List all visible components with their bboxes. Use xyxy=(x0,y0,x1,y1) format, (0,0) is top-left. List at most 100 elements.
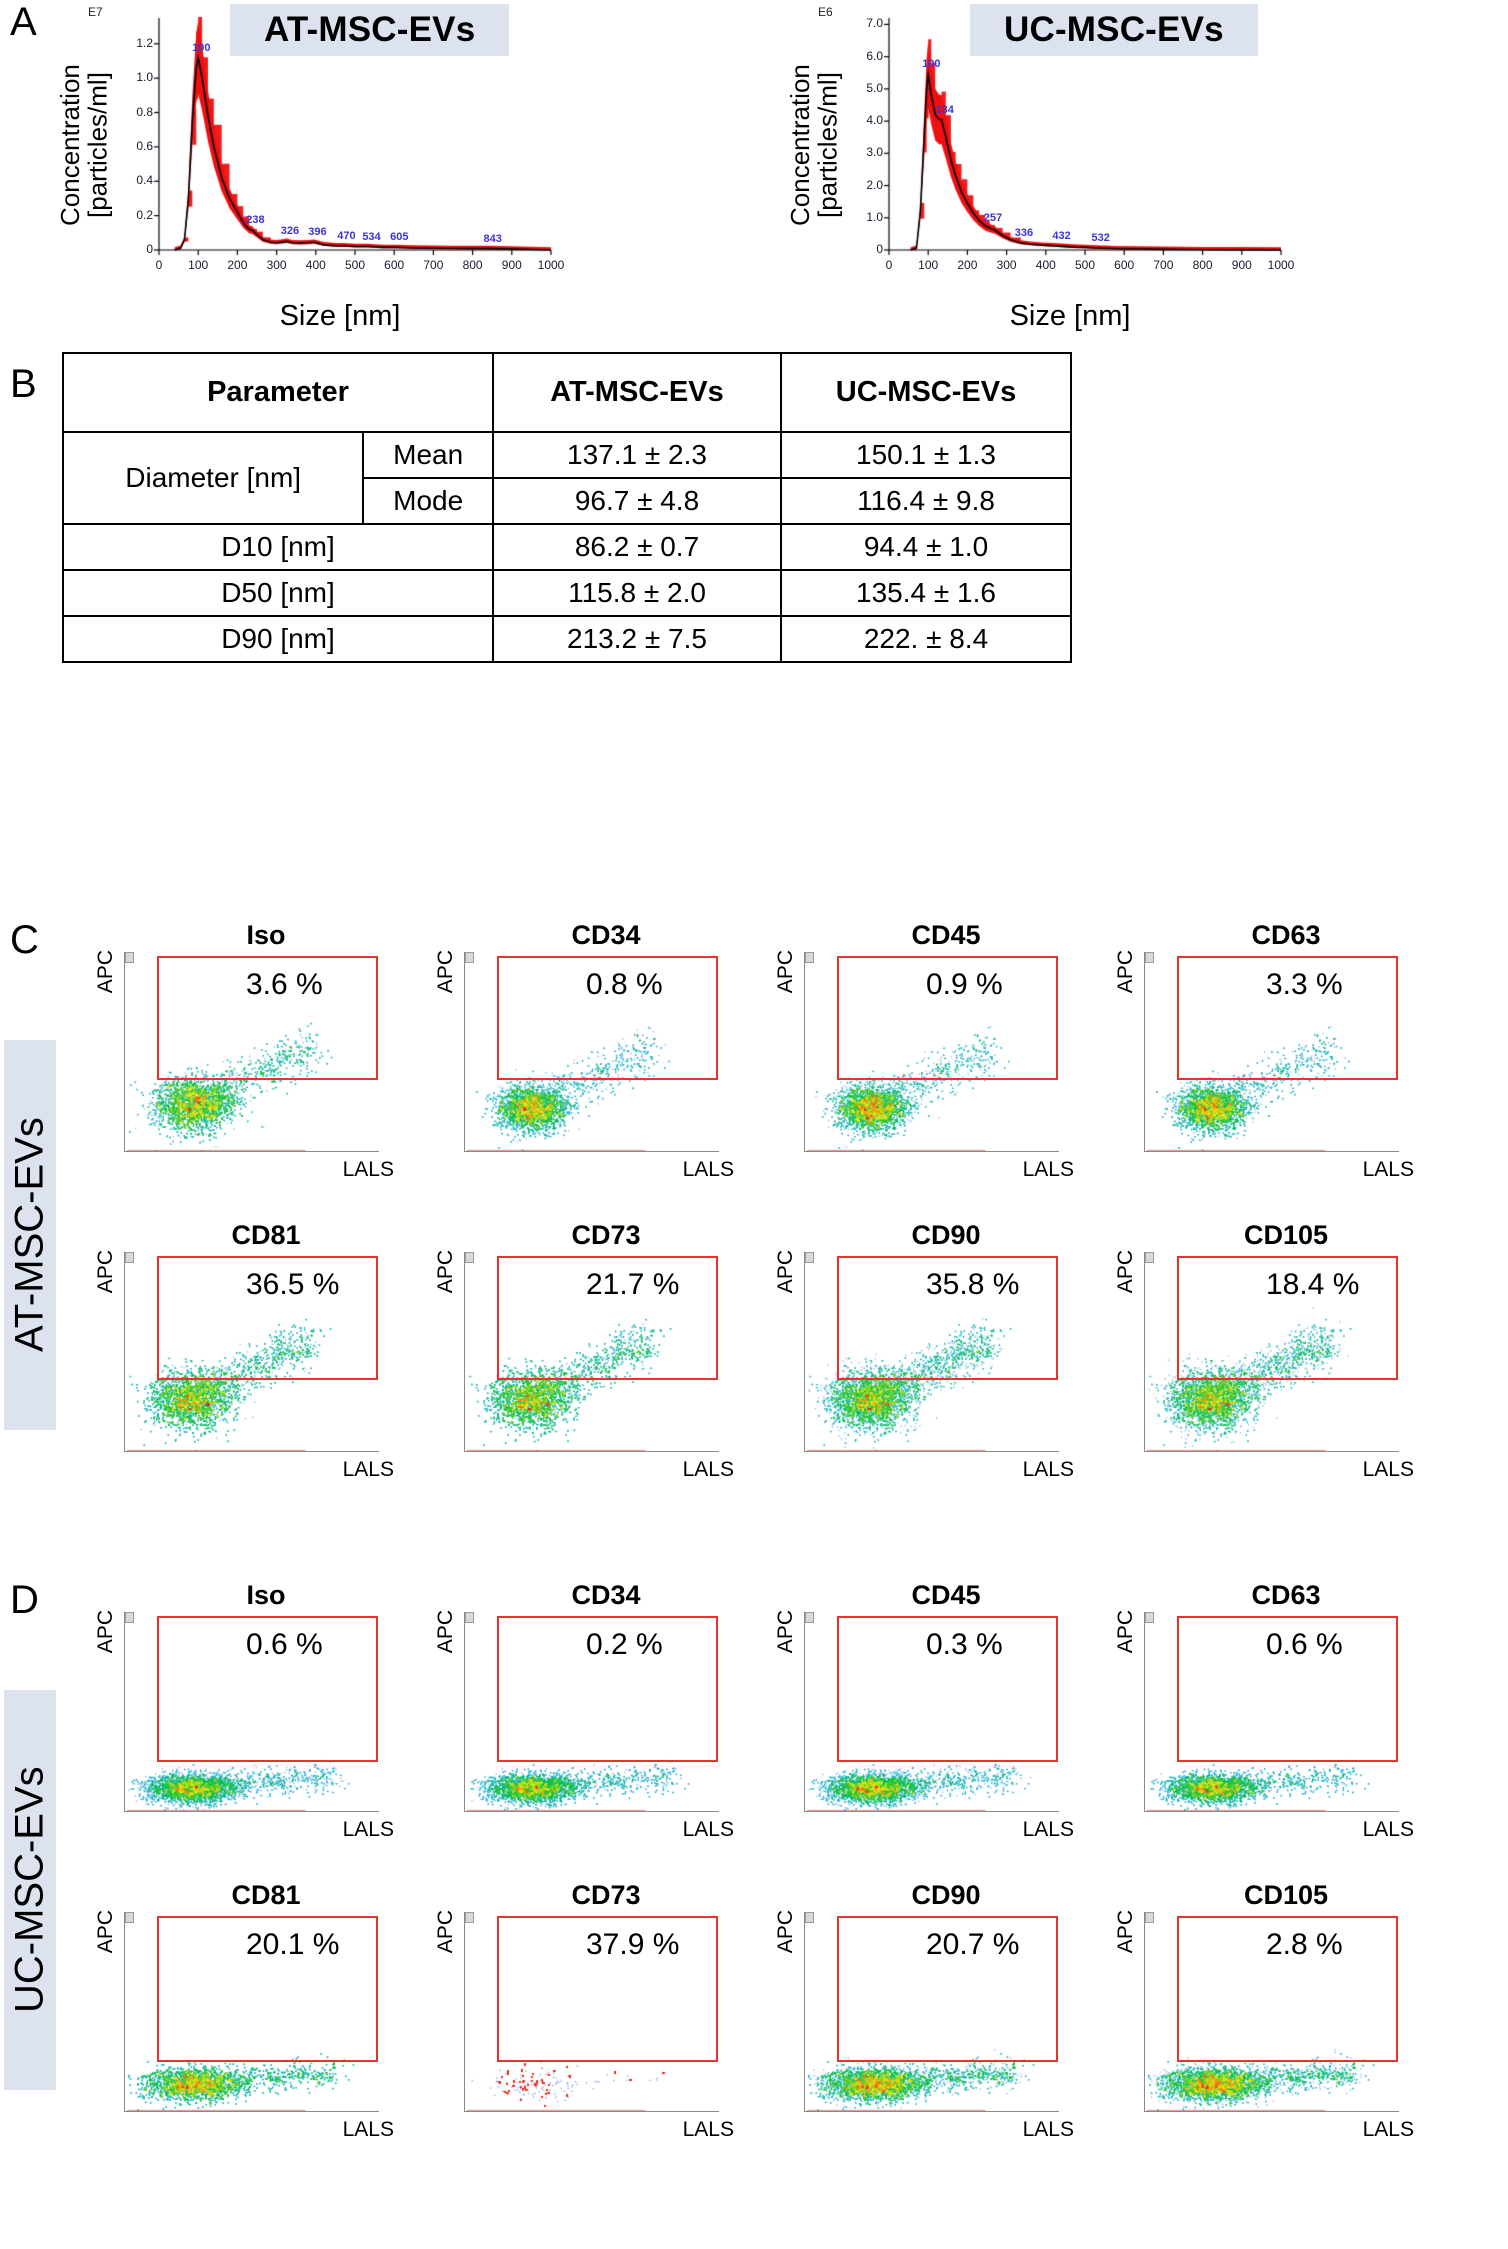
flow-plot-area[interactable] xyxy=(1144,1912,1399,2112)
flow-marker-title: CD105 xyxy=(1243,1880,1329,1910)
gate-rectangle[interactable] xyxy=(157,956,378,1080)
x-tick-label: 200 xyxy=(957,258,978,272)
axis-label-lals: LALS xyxy=(1022,2118,1074,2141)
y-tick-label: 0.2 xyxy=(136,207,153,222)
flow-plot-area[interactable] xyxy=(124,1612,379,1812)
axis-label-apc: APC xyxy=(434,1610,457,1654)
flow-plot-area[interactable] xyxy=(124,1912,379,2112)
flow-plot-area[interactable] xyxy=(1144,1612,1399,1812)
flow-plot-area[interactable] xyxy=(464,1912,719,2112)
peak-label: 326 xyxy=(280,225,300,238)
gate-rectangle[interactable] xyxy=(1177,1256,1398,1380)
nta-ylabel-at: Concentration [particles/ml] xyxy=(55,64,113,226)
flow-plot-area[interactable] xyxy=(464,952,719,1152)
cell-sub-mode: Mode xyxy=(362,477,494,525)
cell-at-d90: 213.2 ± 7.5 xyxy=(492,615,782,663)
panel-c-row-label: AT-MSC-EVs xyxy=(4,1040,56,1430)
flow-plot-area[interactable] xyxy=(804,1252,1059,1452)
flow-marker-title: CD34 xyxy=(571,1580,641,1610)
x-tick-label: 300 xyxy=(266,258,287,272)
gate-rectangle[interactable] xyxy=(1177,1616,1398,1762)
peak-label: 532 xyxy=(1091,232,1110,245)
gate-percentage: 20.1 % xyxy=(246,1928,340,1961)
flow-plot-area[interactable] xyxy=(804,1612,1059,1812)
gate-percentage: 37.9 % xyxy=(586,1928,680,1961)
axis-label-lals: LALS xyxy=(1022,1818,1074,1841)
flow-plot-cd63: CD63 APC 3.3 % LALS xyxy=(1114,920,1456,1220)
flow-marker-title: CD63 xyxy=(1251,1580,1321,1610)
axis-label-lals: LALS xyxy=(682,2118,734,2141)
flow-plot-area[interactable] xyxy=(464,1612,719,1812)
gate-rectangle[interactable] xyxy=(157,1616,378,1762)
axis-label-apc: APC xyxy=(434,950,457,994)
gate-percentage: 0.3 % xyxy=(926,1628,1003,1661)
gate-percentage: 3.6 % xyxy=(246,968,323,1001)
gate-rectangle[interactable] xyxy=(157,1256,378,1380)
flow-plot-area[interactable] xyxy=(1144,1252,1399,1452)
x-tick-label: 0 xyxy=(885,258,893,272)
axis-label-lals: LALS xyxy=(342,1458,394,1481)
flow-marker-title: CD34 xyxy=(571,920,641,950)
nta-exponent-uc: E6 xyxy=(818,5,833,19)
th-at: AT-MSC-EVs xyxy=(492,352,782,433)
cell-uc-d50: 135.4 ± 1.6 xyxy=(780,569,1072,617)
panel-d-row-label: UC-MSC-EVs xyxy=(4,1690,56,2090)
gate-percentage: 35.8 % xyxy=(926,1268,1020,1301)
peak-label: 336 xyxy=(1014,226,1034,239)
flow-plot-area[interactable] xyxy=(124,952,379,1152)
gate-rectangle[interactable] xyxy=(837,1256,1058,1380)
nta-chart-uc: UC-MSC-EVs E6 Concentration [particles/m… xyxy=(785,0,1410,340)
cell-uc-mode: 116.4 ± 9.8 xyxy=(780,477,1072,525)
gate-rectangle[interactable] xyxy=(497,1916,718,2062)
gate-rectangle[interactable] xyxy=(1177,956,1398,1080)
scatter-canvas xyxy=(465,1252,719,1451)
axis-label-apc: APC xyxy=(1114,1250,1137,1294)
x-tick-label: 500 xyxy=(344,258,366,272)
axis-label-apc: APC xyxy=(774,1910,797,1954)
flow-marker-title: CD63 xyxy=(1251,920,1321,950)
gate-rectangle[interactable] xyxy=(837,956,1058,1080)
flow-marker-title: CD45 xyxy=(911,1580,981,1610)
gate-percentage: 36.5 % xyxy=(246,1268,340,1301)
nta-plot-canvas-at xyxy=(125,12,555,280)
axis-label-apc: APC xyxy=(434,1250,457,1294)
axis-label-apc: APC xyxy=(1114,950,1137,994)
gate-rectangle[interactable] xyxy=(1177,1916,1398,2062)
peak-label: 238 xyxy=(246,214,265,227)
flow-marker-title: Iso xyxy=(246,1580,286,1610)
gate-rectangle[interactable] xyxy=(837,1616,1058,1762)
flow-plot-cd105: CD105 APC 2.8 % LALS xyxy=(1114,1880,1456,2180)
flow-plot-area[interactable] xyxy=(1144,952,1399,1152)
axis-label-lals: LALS xyxy=(682,1818,734,1841)
flow-plot-iso: Iso APC 0.6 % LALS xyxy=(94,1580,436,1880)
panel-b-table: B Parameter AT-MSC-EVs UC-MSC-EVs Diamet… xyxy=(0,352,1508,663)
gate-rectangle[interactable] xyxy=(497,1256,718,1380)
gate-rectangle[interactable] xyxy=(837,1916,1058,2062)
scatter-canvas xyxy=(1145,952,1399,1151)
gate-rectangle[interactable] xyxy=(497,956,718,1080)
peak-label: 843 xyxy=(483,232,502,245)
gate-percentage: 0.6 % xyxy=(1266,1628,1343,1661)
x-tick-label: 900 xyxy=(1231,258,1252,272)
scatter-canvas xyxy=(1145,1912,1399,2111)
axis-label-apc: APC xyxy=(774,950,797,994)
flow-plot-cd34: CD34 APC 0.8 % LALS xyxy=(434,920,776,1220)
flow-plot-area[interactable] xyxy=(804,952,1059,1152)
panel-a-letter: A xyxy=(10,0,37,44)
flow-marker-title: CD81 xyxy=(231,1220,301,1250)
gate-rectangle[interactable] xyxy=(497,1616,718,1762)
scatter-canvas xyxy=(1145,1612,1399,1811)
gate-percentage: 3.3 % xyxy=(1266,968,1343,1001)
nta-ylabel-uc: Concentration [particles/ml] xyxy=(785,64,843,226)
x-tick-label: 700 xyxy=(1153,258,1174,272)
cell-at-d50: 115.8 ± 2.0 xyxy=(492,569,782,617)
x-tick-label: 500 xyxy=(1074,258,1096,272)
flow-plot-area[interactable] xyxy=(464,1252,719,1452)
y-tick-label: 6.0 xyxy=(866,48,883,63)
flow-plot-area[interactable] xyxy=(124,1252,379,1452)
axis-label-apc: APC xyxy=(434,1910,457,1954)
gate-rectangle[interactable] xyxy=(157,1916,378,2062)
panel-b-letter: B xyxy=(10,362,37,406)
flow-plot-area[interactable] xyxy=(804,1912,1059,2112)
table-row: D50 [nm] 115.8 ± 2.0 135.4 ± 1.6 xyxy=(62,569,1072,617)
